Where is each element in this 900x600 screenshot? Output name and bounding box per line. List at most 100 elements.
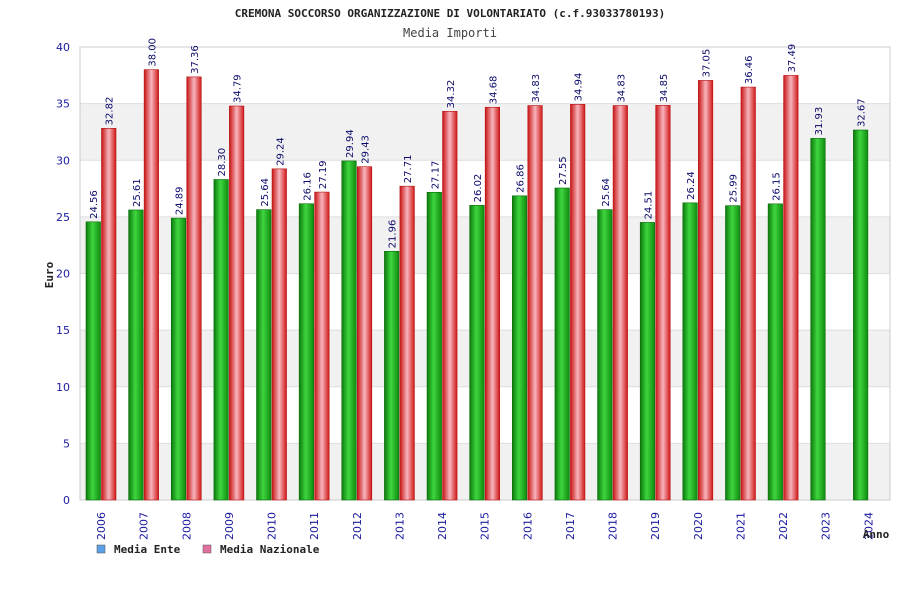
bar-media-ente-2012 <box>341 160 357 501</box>
bar-media-ente-2022 <box>767 203 783 501</box>
x-tick-label: 2009 <box>223 512 236 540</box>
bar-media-ente-2024 <box>853 129 869 501</box>
bar-media-ente-2007 <box>128 209 144 501</box>
data-label: 29.94 <box>345 129 356 158</box>
y-tick-label: 20 <box>56 268 70 281</box>
x-tick-label: 2016 <box>521 512 534 540</box>
legend-swatch-media-nazionale <box>202 544 212 554</box>
bar-media-nazionale-2010 <box>271 168 287 501</box>
data-label: 34.94 <box>574 73 585 102</box>
bar-media-ente-2019 <box>639 222 656 501</box>
bar-media-ente-2023 <box>810 138 826 501</box>
data-label: 27.17 <box>430 161 441 190</box>
y-tick-label: 25 <box>56 211 70 224</box>
x-tick-label: 2007 <box>138 512 151 540</box>
data-label: 21.96 <box>388 220 399 249</box>
legend-label-media-ente: Media Ente <box>114 543 181 556</box>
data-label: 34.79 <box>233 74 244 103</box>
bar-media-nazionale-2007 <box>143 69 159 501</box>
data-label: 29.24 <box>275 137 286 166</box>
data-label: 27.55 <box>558 156 569 185</box>
data-label: 25.64 <box>601 178 612 207</box>
bar-media-nazionale-2016 <box>527 105 543 501</box>
x-tick-label: 2015 <box>479 512 492 540</box>
x-tick-label: 2022 <box>777 512 790 540</box>
x-tick-label: 2018 <box>607 512 620 540</box>
x-tick-label: 2021 <box>734 512 747 540</box>
x-tick-label: 2023 <box>820 512 833 540</box>
data-label: 29.43 <box>361 135 372 164</box>
x-tick-label: 2013 <box>393 512 406 540</box>
x-tick-label: 2008 <box>180 512 193 540</box>
data-label: 26.02 <box>473 174 484 203</box>
bar-media-ente-2018 <box>597 209 613 501</box>
data-label: 32.67 <box>857 98 868 127</box>
data-label: 28.30 <box>217 148 228 177</box>
y-axis-label: Euro <box>43 261 56 288</box>
y-tick-label: 15 <box>56 324 70 337</box>
x-tick-label: 2019 <box>649 512 662 540</box>
y-tick-label: 30 <box>56 154 70 167</box>
y-tick-label: 5 <box>63 437 70 450</box>
bar-media-nazionale-2015 <box>484 106 500 501</box>
legend: Media Ente Media Nazionale <box>96 543 320 556</box>
x-tick-label: 2014 <box>436 512 449 540</box>
y-tick-label: 0 <box>63 494 70 507</box>
bar-media-ente-2010 <box>256 209 272 501</box>
x-axis-label: Anno <box>863 528 890 541</box>
bar-media-ente-2016 <box>512 195 528 501</box>
bar-media-nazionale-2019 <box>655 105 671 501</box>
data-label: 24.56 <box>89 190 100 219</box>
bar-media-nazionale-2014 <box>442 111 458 501</box>
bar-media-ente-2015 <box>469 205 485 501</box>
bar-media-nazionale-2020 <box>698 80 714 501</box>
x-tick-label: 2011 <box>308 512 321 540</box>
bar-media-nazionale-2017 <box>570 104 586 501</box>
bar-media-nazionale-2013 <box>399 185 415 501</box>
data-label: 34.68 <box>488 76 499 105</box>
y-tick-label: 10 <box>56 381 70 394</box>
chart-title: CREMONA SOCCORSO ORGANIZZAZIONE DI VOLON… <box>235 7 665 20</box>
legend-label-media-nazionale: Media Nazionale <box>220 543 320 556</box>
bar-media-nazionale-2008 <box>186 76 202 501</box>
bar-media-nazionale-2018 <box>612 105 628 501</box>
bar-media-ente-2009 <box>213 179 229 501</box>
bar-media-nazionale-2009 <box>229 105 245 501</box>
bar-media-ente-2021 <box>725 205 741 501</box>
bar-media-ente-2011 <box>298 203 314 501</box>
data-label: 25.64 <box>260 178 271 207</box>
data-label: 26.24 <box>686 171 697 200</box>
bar-media-nazionale-2012 <box>356 166 373 501</box>
data-label: 27.71 <box>403 155 414 184</box>
bar-media-nazionale-2011 <box>314 191 330 501</box>
bar-media-ente-2013 <box>384 251 400 501</box>
chart-subtitle: Media Importi <box>403 26 497 40</box>
data-label: 37.36 <box>190 45 201 74</box>
data-label: 24.89 <box>175 186 186 215</box>
data-label: 34.83 <box>616 74 627 103</box>
data-label: 36.46 <box>744 55 755 84</box>
bar-media-ente-2008 <box>170 217 187 501</box>
y-tick-label: 35 <box>56 98 70 111</box>
bar-media-nazionale-2021 <box>740 86 756 501</box>
data-label: 31.93 <box>814 107 825 136</box>
plot-area: 0 5 10 15 20 25 30 35 40 24.56 32.82 2006 25.61 38.00… <box>56 38 891 540</box>
data-label: 25.61 <box>132 178 143 207</box>
data-label: 32.82 <box>105 97 116 126</box>
data-label: 34.83 <box>531 74 542 103</box>
data-label: 27.19 <box>318 160 329 189</box>
data-label: 38.00 <box>147 38 158 67</box>
y-tick-label: 40 <box>56 41 70 54</box>
bar-media-ente-2014 <box>426 191 442 501</box>
data-label: 26.15 <box>771 172 782 201</box>
x-tick-label: 2020 <box>692 512 705 540</box>
data-label: 37.05 <box>702 49 713 78</box>
bar-media-ente-2006 <box>85 221 101 501</box>
x-tick-label: 2006 <box>95 512 108 540</box>
data-label: 34.32 <box>446 80 457 109</box>
data-label: 25.99 <box>729 174 740 203</box>
data-label: 24.51 <box>643 191 654 220</box>
data-label: 34.85 <box>659 74 670 103</box>
x-tick-label: 2017 <box>564 512 577 540</box>
